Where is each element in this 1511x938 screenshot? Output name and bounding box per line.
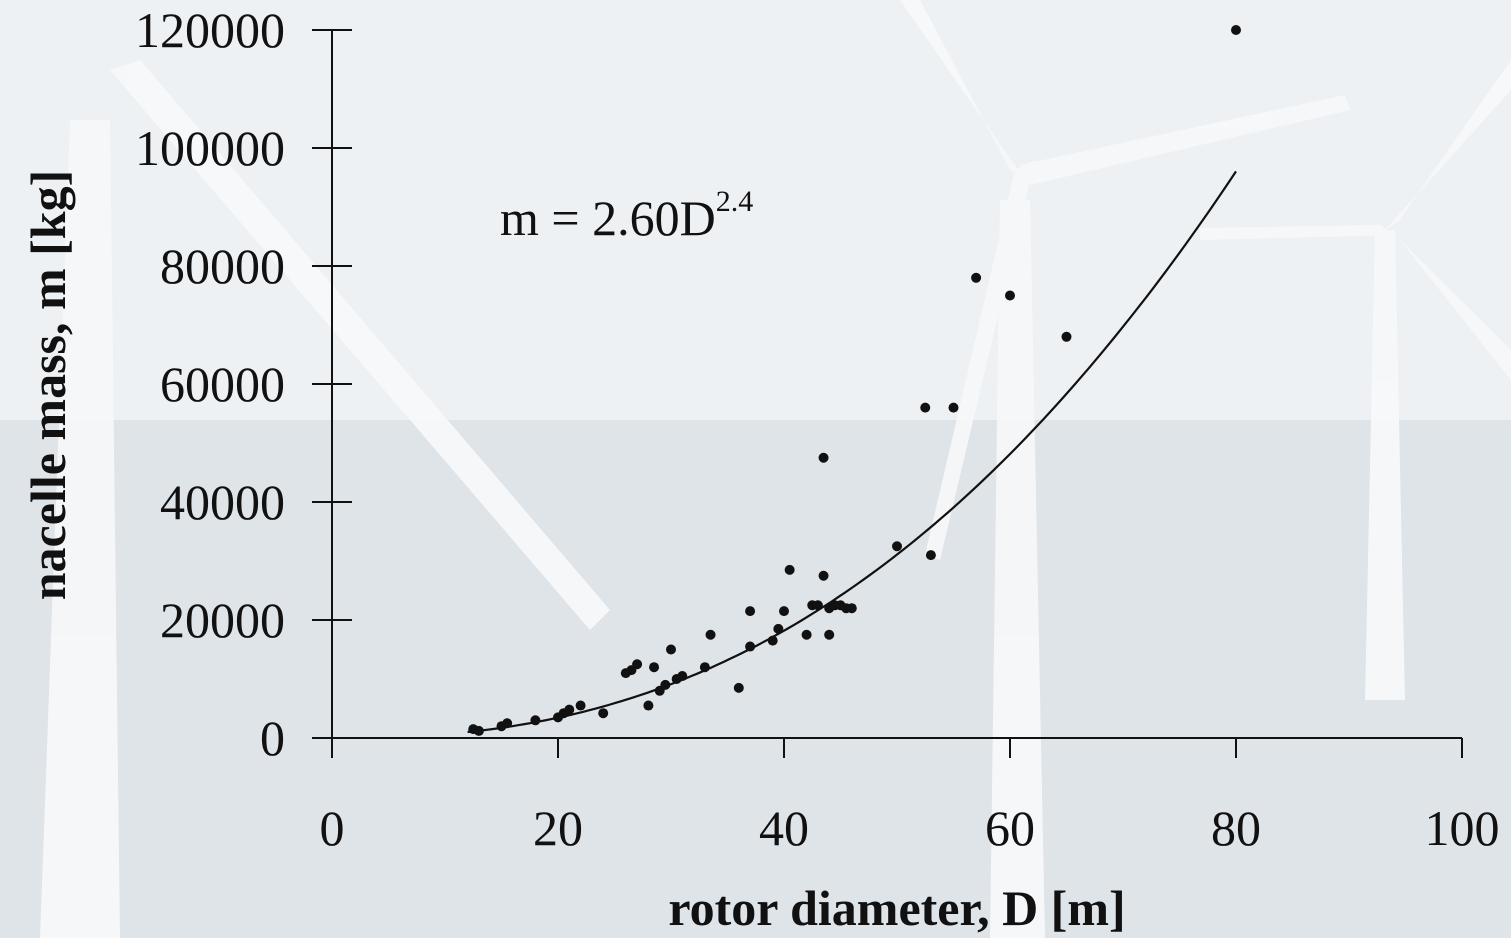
y-tick-label: 20000 xyxy=(160,592,285,648)
y-tick-label: 0 xyxy=(260,710,285,766)
turbine-tower-right xyxy=(1365,230,1405,700)
x-tick-label: 20 xyxy=(533,800,583,856)
data-point xyxy=(824,629,835,640)
y-tick-label: 80000 xyxy=(160,238,285,294)
y-tick-label: 100000 xyxy=(135,120,285,176)
data-point xyxy=(733,682,744,693)
turbine-tower-left xyxy=(40,120,120,938)
y-tick-label: 40000 xyxy=(160,474,285,530)
data-point xyxy=(925,550,936,561)
y-tick-label: 60000 xyxy=(160,356,285,412)
data-point xyxy=(660,679,671,690)
x-tick-label: 40 xyxy=(759,800,809,856)
data-point xyxy=(801,629,812,640)
fit-curve xyxy=(467,170,1237,734)
data-point xyxy=(767,635,778,646)
turbine-blade-center-c xyxy=(1020,95,1350,185)
turbine-tower-center xyxy=(990,200,1045,938)
fit-curve-path xyxy=(467,170,1237,734)
data-point xyxy=(818,452,829,463)
wind-turbine-silhouettes xyxy=(40,0,1511,938)
y-axis-title: nacelle mass, m [kg] xyxy=(20,170,76,601)
y-tick-label: 120000 xyxy=(135,2,285,58)
data-point xyxy=(699,662,710,673)
equation-annotation: m = 2.60D2.4 xyxy=(500,185,753,246)
data-point xyxy=(1061,331,1072,342)
x-tick-label: 100 xyxy=(1425,800,1500,856)
turbine-blade-center-a xyxy=(925,160,1035,560)
data-point xyxy=(632,659,643,670)
data-point xyxy=(892,541,902,552)
x-tick-label: 80 xyxy=(1211,800,1261,856)
data-point xyxy=(705,629,716,640)
data-point xyxy=(745,641,756,652)
axes: 0 20000 40000 60000 80000 100000 120000 0 20 40 60… xyxy=(135,2,1500,856)
data-point xyxy=(530,715,541,726)
data-point xyxy=(1231,25,1241,35)
data-point xyxy=(812,600,823,611)
data-point xyxy=(649,662,660,673)
x-tick-label: 0 xyxy=(320,800,345,856)
data-point xyxy=(575,700,586,711)
data-point xyxy=(745,606,756,617)
data-point xyxy=(564,704,575,715)
data-point xyxy=(948,402,959,413)
turbine-blade-right-a xyxy=(1200,225,1395,240)
data-point xyxy=(818,570,829,581)
x-axis-title: rotor diameter, D [m] xyxy=(668,880,1125,936)
turbine-blade-left xyxy=(110,60,610,630)
data-point xyxy=(598,708,609,719)
data-point xyxy=(773,623,784,634)
data-point xyxy=(677,671,688,682)
data-point xyxy=(846,603,857,614)
data-point xyxy=(473,725,484,736)
data-point xyxy=(1005,290,1015,301)
data-point xyxy=(920,402,931,413)
turbine-blade-center-b xyxy=(900,0,1025,180)
data-point xyxy=(784,564,795,575)
data-point xyxy=(502,718,513,729)
sea-band xyxy=(0,420,1511,938)
equation-exponent: 2.4 xyxy=(716,185,754,218)
equation-base: m = 2.60D xyxy=(500,190,716,246)
x-tick-label: 60 xyxy=(985,800,1035,856)
data-point xyxy=(666,644,676,655)
data-point xyxy=(643,700,654,711)
data-point xyxy=(779,606,789,617)
data-points xyxy=(468,25,1241,736)
data-point xyxy=(971,272,982,283)
